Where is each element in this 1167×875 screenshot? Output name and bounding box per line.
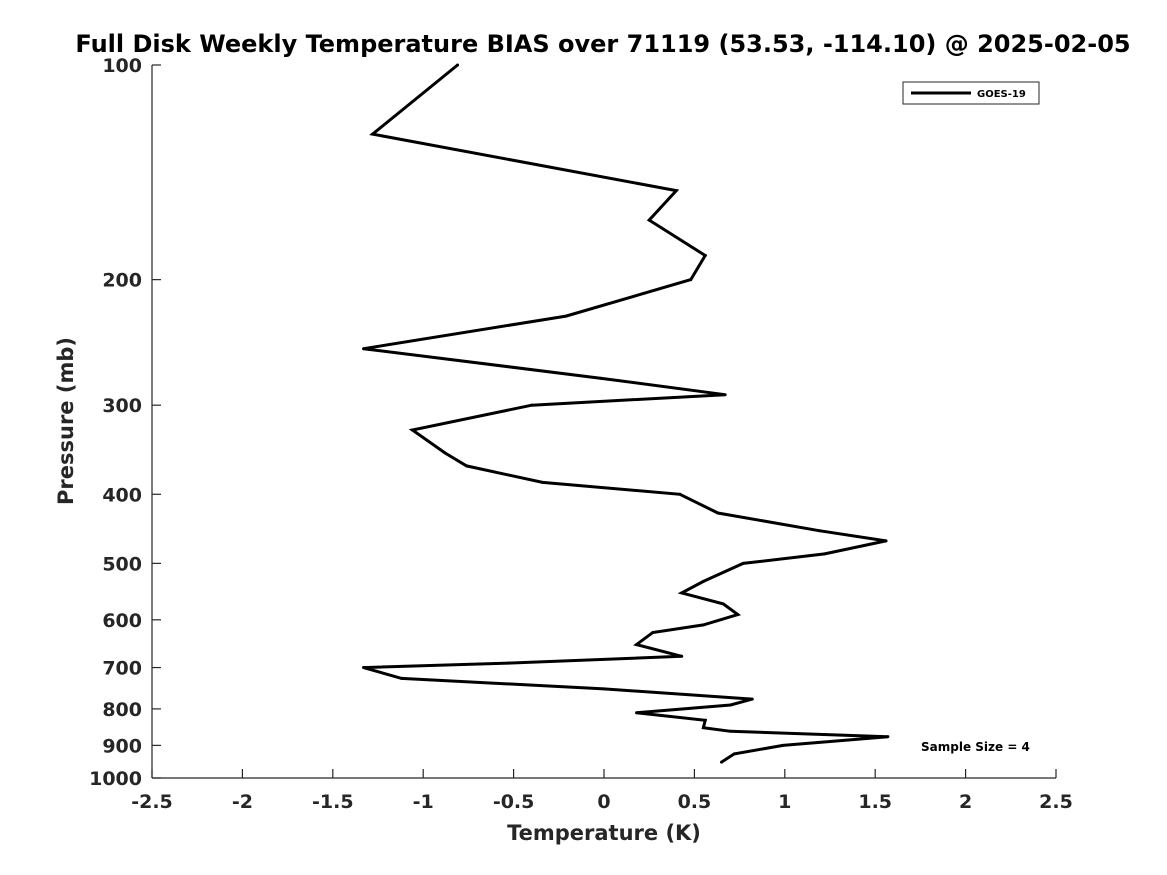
y-tick-label: 900	[102, 735, 142, 757]
x-tick-label: -0.5	[493, 791, 535, 813]
data-point	[886, 735, 890, 739]
x-tick-label: 0.5	[678, 791, 712, 813]
data-point	[817, 529, 821, 533]
data-point	[701, 726, 705, 730]
plot-area	[152, 65, 1056, 778]
data-point	[674, 189, 678, 193]
data-point	[721, 602, 725, 606]
y-tick-label: 1000	[89, 768, 142, 790]
data-point	[400, 676, 404, 680]
data-point	[884, 539, 888, 543]
data-point	[781, 743, 785, 747]
y-tick-label: 700	[102, 658, 142, 680]
x-ticks: -2.5 -2 -1.5 -1 -0.5 0 0.5 1 1.5 2 2.5	[131, 769, 1073, 813]
x-tick-label: -1	[413, 791, 434, 813]
data-point	[541, 480, 545, 484]
y-tick-label: 500	[102, 553, 142, 575]
y-tick-label: 200	[102, 270, 142, 292]
y-tick-label: 100	[102, 55, 142, 77]
data-point	[729, 729, 733, 733]
series-points	[362, 63, 890, 764]
data-point	[736, 613, 740, 617]
sample-size-annotation: Sample Size = 4	[921, 740, 1030, 754]
data-point	[598, 376, 602, 380]
y-tick-label: 800	[102, 699, 142, 721]
x-tick-label: 0	[597, 791, 610, 813]
data-point	[701, 623, 705, 627]
data-point	[635, 643, 639, 647]
data-point	[506, 661, 510, 665]
data-point	[689, 278, 693, 282]
data-point	[823, 552, 827, 556]
data-point	[602, 687, 606, 691]
x-tick-label: 1.5	[858, 791, 892, 813]
y-tick-label: 300	[102, 395, 142, 417]
data-point	[703, 718, 707, 722]
data-point	[716, 511, 720, 515]
data-point	[741, 561, 745, 565]
x-tick-label: -1.5	[312, 791, 354, 813]
legend: GOES-19	[902, 81, 1040, 105]
data-point	[635, 711, 639, 715]
data-point	[362, 347, 366, 351]
data-point	[720, 760, 724, 764]
legend-label: GOES-19	[977, 89, 1026, 100]
data-point	[680, 591, 684, 595]
data-point	[651, 630, 655, 634]
x-tick-label: 2.5	[1039, 791, 1073, 813]
y-tick-label: 600	[102, 610, 142, 632]
data-point	[530, 403, 534, 407]
y-axis-label: Pressure (mb)	[54, 337, 78, 505]
data-point	[443, 451, 447, 455]
data-point	[410, 428, 414, 432]
data-point	[371, 132, 375, 136]
data-point	[678, 492, 682, 496]
data-point	[703, 253, 707, 257]
x-tick-label: 1	[778, 791, 791, 813]
y-tick-label: 400	[102, 484, 142, 506]
data-point	[723, 393, 727, 397]
data-point	[647, 218, 651, 222]
data-point	[701, 579, 705, 583]
data-point	[465, 464, 469, 468]
data-point	[729, 703, 733, 707]
data-point	[750, 697, 754, 701]
x-axis-label: Temperature (K)	[507, 821, 701, 845]
x-tick-label: -2.5	[131, 791, 173, 813]
x-tick-label: 2	[959, 791, 972, 813]
data-point	[564, 314, 568, 318]
chart-title: Full Disk Weekly Temperature BIAS over 7…	[75, 30, 1130, 58]
data-point	[732, 752, 736, 756]
data-point	[456, 63, 460, 67]
data-point	[680, 654, 684, 658]
x-tick-label: -2	[232, 791, 253, 813]
data-point	[362, 666, 366, 670]
y-ticks: 100 200 300 400 500 600 700 800 900 1000	[89, 55, 161, 790]
